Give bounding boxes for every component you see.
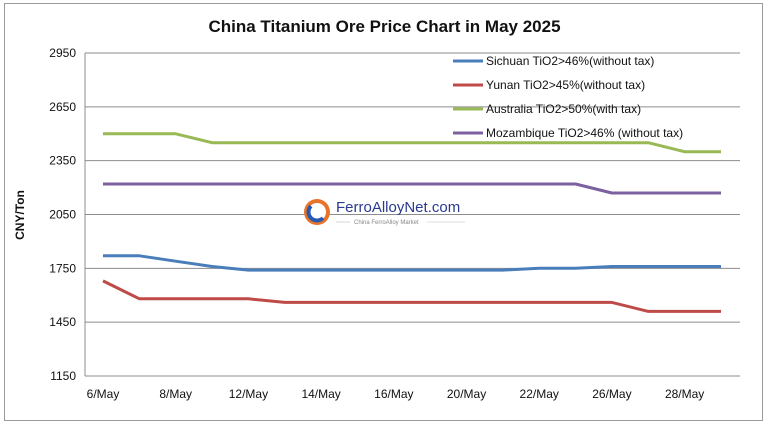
x-tick-label: 8/May	[159, 387, 192, 401]
x-tick-label: 20/May	[447, 387, 486, 401]
y-axis-ticks: 1150 1450 1750 2050 2350 2650 2950	[49, 46, 76, 383]
watermark-text: FerroAlloyNet.com	[336, 199, 460, 216]
x-tick-label: 12/May	[229, 387, 268, 401]
gridlines	[84, 52, 740, 377]
watermark-subtext: China FerroAlloy Market	[354, 220, 419, 226]
logo-swoosh-icon	[306, 204, 325, 223]
series-line-0	[103, 254, 721, 272]
x-tick-label: 16/May	[374, 387, 413, 401]
legend: Sichuan TiO2>46%(without tax) Yunan TiO2>…	[453, 54, 683, 140]
legend-label: Mozambique TiO2>46% (without tax)	[486, 126, 683, 140]
y-tick-label: 2350	[49, 154, 76, 168]
y-tick-label: 2650	[49, 100, 76, 114]
y-tick-label: 1150	[50, 369, 76, 383]
chart-title: China Titanium Ore Price Chart in May 20…	[208, 17, 561, 36]
x-tick-label: 26/May	[592, 387, 631, 401]
watermark-logo: FerroAlloyNet.com China FerroAlloy Marke…	[304, 199, 465, 226]
series-line-3	[103, 182, 721, 195]
y-tick-label: 1450	[49, 315, 76, 329]
series-line-1	[102, 279, 721, 313]
legend-label: Sichuan TiO2>46%(without tax)	[486, 54, 654, 68]
x-tick-label: 28/May	[665, 387, 704, 401]
y-tick-label: 1750	[49, 261, 76, 275]
x-axis-ticks: 6/May 8/May 12/May 14/May 16/May 20/May 22/May…	[87, 387, 705, 401]
series-line-2	[103, 132, 721, 154]
x-tick-label: 22/May	[520, 387, 559, 401]
x-tick-label: 14/May	[301, 387, 340, 401]
logo-inner-icon	[308, 203, 326, 221]
y-tick-label: 2050	[49, 208, 76, 222]
series-lines	[102, 132, 721, 313]
x-tick-label: 6/May	[87, 387, 120, 401]
chart-frame	[4, 3, 763, 421]
legend-label: Yunan TiO2>45%(without tax)	[486, 78, 645, 92]
y-tick-label: 2950	[49, 46, 76, 60]
legend-label: Australia TiO2>50%(with tax)	[486, 102, 641, 116]
